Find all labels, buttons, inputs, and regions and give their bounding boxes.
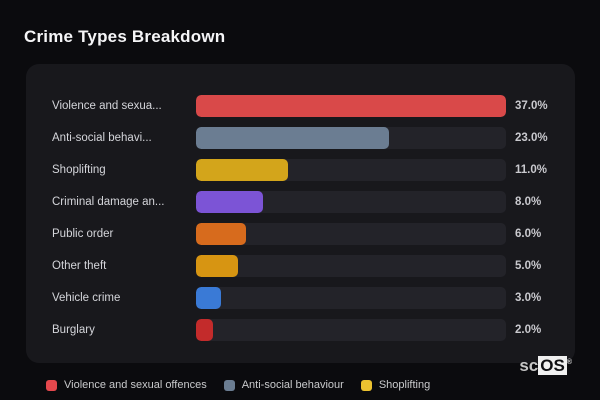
bar-row: Shoplifting 11.0% [26, 154, 575, 186]
bar-row: Vehicle crime 3.0% [26, 282, 575, 314]
row-label: Anti-social behavi... [52, 132, 152, 144]
legend: Violence and sexual offences Anti-social… [46, 379, 430, 391]
bar [196, 191, 264, 213]
row-label: Violence and sexua... [52, 100, 162, 112]
legend-marker-icon [360, 379, 372, 391]
scos-logo: sc OS ® [519, 355, 572, 377]
row-value: 23.0% [515, 132, 548, 144]
legend-label: Anti-social behaviour [241, 379, 344, 391]
row-label: Criminal damage an... [52, 196, 165, 208]
row-value: 6.0% [515, 228, 542, 240]
legend-marker-icon [46, 379, 57, 391]
chart-card: Violence and sexua... 37.0% Anti-social … [26, 64, 575, 363]
bar [196, 95, 506, 117]
legend-item[interactable]: Violence and sexual offences [46, 379, 207, 391]
bar-row: Other theft 5.0% [26, 250, 575, 282]
bar-track [196, 287, 506, 309]
bar-track [196, 191, 506, 213]
bar [196, 319, 213, 341]
page-title: Crime Types Breakdown [24, 27, 226, 46]
bar-row: Criminal damage an... 8.0% [26, 186, 575, 218]
legend-item[interactable]: Anti-social behaviour [223, 379, 344, 391]
row-label: Other theft [52, 260, 107, 272]
registered-mark-icon: ® [566, 359, 572, 366]
bar [196, 127, 389, 149]
row-value: 5.0% [515, 260, 542, 272]
bar [196, 159, 289, 181]
row-value: 8.0% [515, 196, 542, 208]
bar [196, 223, 247, 245]
row-label: Public order [52, 228, 114, 240]
logo-prefix: sc [519, 356, 539, 375]
bar [196, 255, 238, 277]
bar-track [196, 223, 506, 245]
legend-label: Violence and sexual offences [64, 379, 207, 391]
row-value: 2.0% [515, 324, 542, 336]
bar-track [196, 159, 506, 181]
bar-track [196, 127, 506, 149]
row-label: Vehicle crime [52, 292, 121, 304]
bar-row: Violence and sexua... 37.0% [26, 90, 575, 122]
bar-row: Anti-social behavi... 23.0% [26, 122, 575, 154]
row-value: 11.0% [515, 164, 547, 176]
bar [196, 287, 222, 309]
row-value: 37.0% [515, 100, 548, 112]
bar-rows: Violence and sexua... 37.0% Anti-social … [26, 90, 575, 346]
bar-track [196, 95, 506, 117]
legend-item[interactable]: Shoplifting [360, 379, 431, 391]
bar-row: Public order 6.0% [26, 218, 575, 250]
bar-track [196, 319, 506, 341]
row-label: Burglary [52, 324, 95, 336]
bar-row: Burglary 2.0% [26, 314, 575, 346]
bar-track [196, 255, 506, 277]
row-value: 3.0% [515, 292, 542, 304]
logo-block: OS [538, 356, 567, 375]
legend-marker-icon [223, 379, 235, 391]
row-label: Shoplifting [52, 164, 106, 176]
legend-label: Shoplifting [378, 379, 431, 391]
